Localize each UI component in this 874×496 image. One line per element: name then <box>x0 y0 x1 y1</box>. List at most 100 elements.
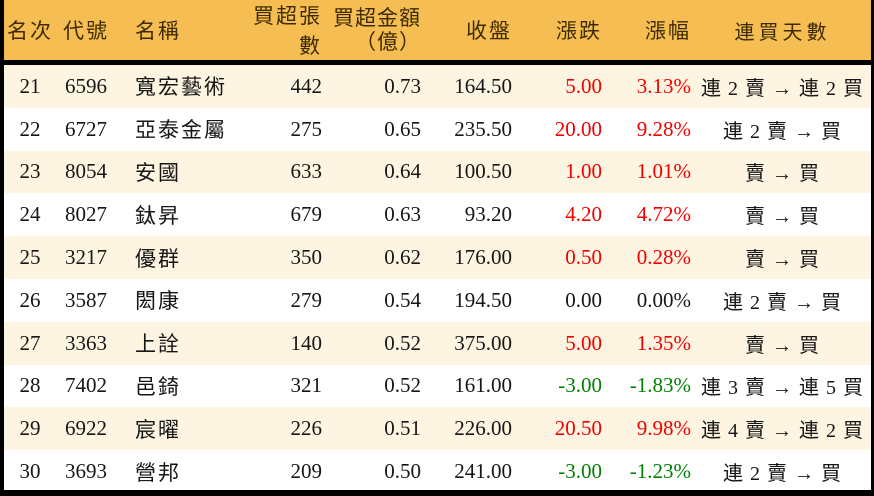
header-consecutive-days: 連買天數 <box>694 0 871 65</box>
cell-name: 亞泰金屬 <box>135 118 227 143</box>
cell-close: 226.00 <box>454 416 512 441</box>
cell-rank: 25 <box>19 245 41 270</box>
header-rank: 名次 <box>4 0 56 65</box>
header-row: 名次 代號 名稱 買超張數 買超金額 （億） 收盤 漲跌 漲幅 連買天數 <box>4 0 871 65</box>
cell-change: -3.00 <box>558 373 602 398</box>
cell-consecutive-days: 連 2 賣 → 買 <box>723 463 842 486</box>
cell-consecutive-days: 賣 → 買 <box>745 163 820 186</box>
cell-consecutive-days: 連 4 賣 → 連 2 買 <box>701 420 864 443</box>
cell-net-buy-amount: 0.62 <box>384 245 421 270</box>
cell-rank: 23 <box>19 159 41 184</box>
table-row: 27 3363 上詮 140 0.52 375.00 5.00 1.35% 賣 … <box>4 321 871 365</box>
cell-name: 寬宏藝術 <box>135 75 227 100</box>
cell-change-pct: 4.72% <box>636 202 691 227</box>
cell-net-buy-amount: 0.65 <box>384 116 421 141</box>
header-change: 漲跌 <box>516 0 604 65</box>
header-net-buy-amount: 買超金額 （億） <box>326 0 424 65</box>
cell-close: 176.00 <box>454 245 512 270</box>
table-row: 30 3693 營邦 209 0.50 241.00 -3.00 -1.23% … <box>4 450 871 490</box>
cell-net-buy-volume: 275 <box>290 116 323 141</box>
cell-net-buy-volume: 226 <box>290 416 323 441</box>
cell-change: 4.20 <box>565 202 602 227</box>
header-close: 收盤 <box>424 0 516 65</box>
cell-net-buy-volume: 321 <box>290 373 323 398</box>
cell-rank: 26 <box>19 287 41 312</box>
cell-close: 164.50 <box>454 73 512 98</box>
cell-net-buy-volume: 279 <box>290 287 323 312</box>
cell-close: 93.20 <box>464 202 512 227</box>
table-row: 23 8054 安國 633 0.64 100.50 1.00 1.01% 賣 … <box>4 150 871 194</box>
cell-name: 宸曜 <box>135 417 181 442</box>
cell-change-pct: 0.28% <box>636 245 691 270</box>
cell-code: 3363 <box>65 330 107 355</box>
table-body: 21 6596 寬宏藝術 442 0.73 164.50 5.00 3.13% … <box>4 62 871 490</box>
header-net-buy-volume: 買超張數 <box>238 0 326 65</box>
cell-net-buy-amount: 0.64 <box>384 159 421 184</box>
cell-close: 161.00 <box>454 373 512 398</box>
cell-name: 安國 <box>135 160 181 185</box>
cell-close: 194.50 <box>454 287 512 312</box>
cell-change: -3.00 <box>558 459 602 484</box>
cell-net-buy-volume: 633 <box>290 159 323 184</box>
cell-consecutive-days: 賣 → 買 <box>745 334 820 357</box>
cell-close: 241.00 <box>454 459 512 484</box>
cell-change-pct: -1.83% <box>629 373 691 398</box>
cell-code: 3693 <box>65 459 107 484</box>
cell-rank: 22 <box>19 116 41 141</box>
cell-net-buy-amount: 0.51 <box>384 416 421 441</box>
cell-close: 375.00 <box>454 330 512 355</box>
table-row: 26 3587 閎康 279 0.54 194.50 0.00 0.00% 連 … <box>4 278 871 322</box>
cell-net-buy-amount: 0.52 <box>384 330 421 355</box>
cell-code: 3587 <box>65 287 107 312</box>
cell-change: 20.50 <box>554 416 602 441</box>
cell-net-buy-volume: 209 <box>290 459 323 484</box>
table-row: 28 7402 邑錡 321 0.52 161.00 -3.00 -1.83% … <box>4 364 871 408</box>
cell-net-buy-volume: 140 <box>290 330 323 355</box>
cell-name: 鈦昇 <box>135 203 181 228</box>
cell-name: 優群 <box>135 246 181 271</box>
cell-change-pct: 3.13% <box>636 73 691 98</box>
cell-change: 5.00 <box>565 73 602 98</box>
cell-net-buy-amount: 0.54 <box>384 287 421 312</box>
cell-consecutive-days: 賣 → 買 <box>745 206 820 229</box>
table-row: 24 8027 鈦昇 679 0.63 93.20 4.20 4.72% 賣 →… <box>4 193 871 237</box>
table-header: 名次 代號 名稱 買超張數 買超金額 （億） 收盤 漲跌 漲幅 連買天數 <box>4 0 871 65</box>
cell-net-buy-volume: 442 <box>290 73 323 98</box>
cell-code: 3217 <box>65 245 107 270</box>
cell-code: 8027 <box>65 202 107 227</box>
cell-consecutive-days: 連 3 賣 → 連 5 買 <box>701 377 864 400</box>
cell-consecutive-days: 連 2 賣 → 連 2 買 <box>701 77 864 100</box>
cell-change: 1.00 <box>565 159 602 184</box>
cell-close: 100.50 <box>454 159 512 184</box>
cell-name: 營邦 <box>135 460 181 485</box>
cell-change-pct: 0.00% <box>636 287 691 312</box>
header-net-buy-amount-line2: （億） <box>355 30 421 54</box>
cell-net-buy-amount: 0.52 <box>384 373 421 398</box>
header-code: 代號 <box>56 0 116 65</box>
table-row: 29 6922 宸曜 226 0.51 226.00 20.50 9.98% 連… <box>4 407 871 451</box>
cell-name: 上詮 <box>135 332 181 357</box>
table-row: 22 6727 亞泰金屬 275 0.65 235.50 20.00 9.28%… <box>4 107 871 151</box>
stock-table: 名次 代號 名稱 買超張數 買超金額 （億） 收盤 漲跌 漲幅 連買天數 21 … <box>4 0 871 490</box>
header-net-buy-amount-line1: 買超金額 <box>333 6 421 30</box>
cell-net-buy-amount: 0.63 <box>384 202 421 227</box>
cell-change-pct: 1.35% <box>636 330 691 355</box>
cell-net-buy-amount: 0.50 <box>384 459 421 484</box>
cell-rank: 30 <box>19 459 41 484</box>
cell-consecutive-days: 賣 → 買 <box>745 249 820 272</box>
cell-code: 8054 <box>65 159 107 184</box>
cell-net-buy-volume: 350 <box>290 245 323 270</box>
cell-change-pct: -1.23% <box>629 459 691 484</box>
table-row: 21 6596 寬宏藝術 442 0.73 164.50 5.00 3.13% … <box>4 62 871 108</box>
cell-net-buy-volume: 679 <box>290 202 323 227</box>
cell-close: 235.50 <box>454 116 512 141</box>
cell-rank: 27 <box>19 330 41 355</box>
cell-name: 邑錡 <box>135 374 181 399</box>
cell-rank: 28 <box>19 373 41 398</box>
cell-change: 0.50 <box>565 245 602 270</box>
cell-change: 0.00 <box>565 287 602 312</box>
table-row: 25 3217 優群 350 0.62 176.00 0.50 0.28% 賣 … <box>4 236 871 279</box>
cell-change: 5.00 <box>565 330 602 355</box>
header-change-pct: 漲幅 <box>604 0 694 65</box>
